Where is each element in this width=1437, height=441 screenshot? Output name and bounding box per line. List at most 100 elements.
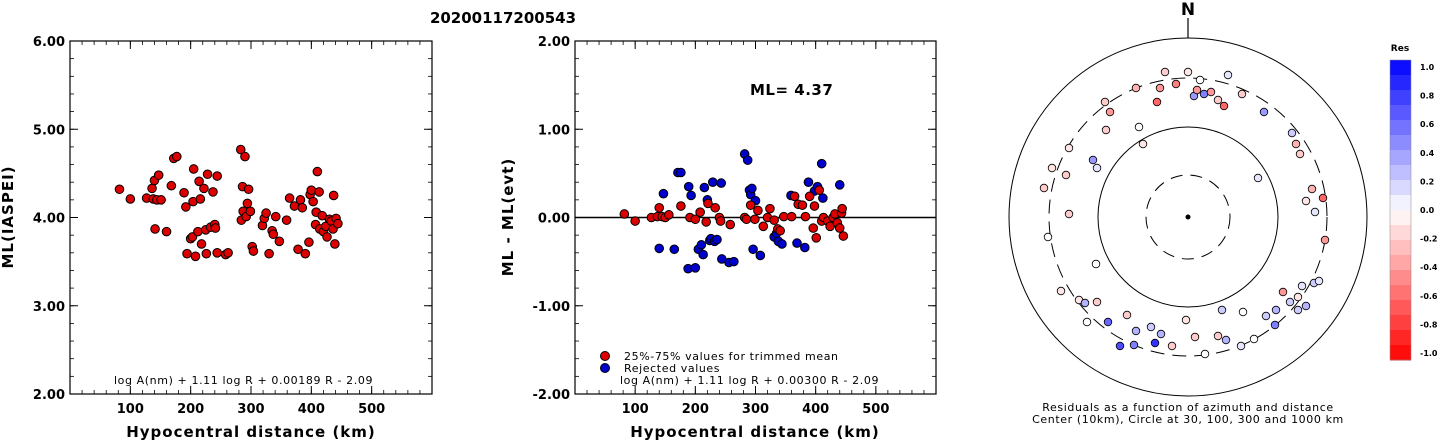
colorbar-swatch [1390, 255, 1411, 271]
station-marker [1219, 101, 1229, 111]
station-marker [1199, 89, 1209, 99]
colorbar-label: -0.6 [1420, 292, 1437, 301]
x-tick-label: 100 [622, 402, 649, 417]
station-marker [1310, 207, 1320, 217]
station-marker [1253, 173, 1263, 183]
colorbar-swatch [1390, 330, 1411, 346]
station-marker [1155, 83, 1165, 93]
station-marker [1192, 85, 1202, 95]
data-point [201, 248, 212, 259]
station-marker [1156, 329, 1166, 339]
data-point [297, 202, 308, 213]
station-marker [1223, 70, 1233, 80]
colorbar-swatch [1390, 210, 1411, 226]
legend-label-rejected: Rejected values [624, 362, 720, 375]
colorbar-swatch [1390, 60, 1411, 76]
data-point [300, 248, 311, 259]
colorbar-swatch [1390, 300, 1411, 316]
station-marker [1131, 326, 1141, 336]
station-marker [1183, 67, 1193, 77]
station-marker [1152, 97, 1162, 107]
legend-marker-trimmed [600, 351, 610, 361]
trimmed-point [619, 209, 630, 219]
data-point [210, 223, 221, 233]
trimmed-point [804, 191, 815, 202]
data-point [181, 202, 191, 212]
data-point [295, 195, 306, 205]
station-marker [1195, 75, 1205, 85]
rejected-point [834, 180, 845, 190]
rejected-point [712, 234, 722, 245]
data-point [242, 198, 253, 209]
data-point [179, 187, 189, 198]
trimmed-point [741, 214, 752, 225]
rejected-point [816, 158, 827, 169]
y-tick-label: 2.00 [538, 35, 570, 50]
middle-x-axis-label: Hypocentral distance (km) [630, 423, 880, 441]
station-markers [1039, 67, 1330, 359]
station-marker [1301, 301, 1311, 311]
station-marker [1091, 259, 1101, 269]
trimmed-point [703, 198, 713, 209]
rejected-point [654, 243, 665, 254]
left-panel: 100 200 300 400 500 2.00 3.00 4.00 5.00 6.00 Hypo… [0, 35, 433, 441]
station-marker [1295, 149, 1305, 159]
colorbar-swatch [1390, 345, 1411, 361]
colorbar-swatch [1390, 120, 1411, 136]
station-marker [1221, 335, 1231, 345]
rejected-point [699, 182, 710, 193]
station-marker [1237, 89, 1247, 99]
data-point [235, 144, 246, 155]
station-marker [1138, 139, 1148, 149]
rejected-point [690, 263, 701, 273]
left-x-axis-label: Hypocentral distance (km) [126, 423, 376, 441]
figure-title: 20200117200543 [430, 9, 576, 27]
rejected-point [676, 167, 686, 178]
trimmed-point [838, 231, 849, 241]
trimmed-point [811, 232, 822, 243]
left-plot-frame [69, 40, 433, 395]
station-marker [1150, 338, 1160, 348]
station-marker [1291, 139, 1301, 149]
data-point [240, 151, 250, 162]
trimmed-point [676, 201, 686, 211]
rejected-point [742, 155, 753, 165]
colorbar-label: 0.6 [1420, 120, 1435, 129]
station-marker [1261, 311, 1271, 321]
rejected-point [716, 178, 727, 188]
data-point [261, 208, 271, 218]
colorbar-swatch [1390, 195, 1411, 211]
station-marker [1238, 307, 1248, 317]
data-point [264, 248, 274, 259]
station-marker [1061, 170, 1071, 180]
trimmed-point [837, 203, 847, 214]
colorbar-swatch [1390, 135, 1411, 151]
colorbar-label: -0.4 [1420, 263, 1437, 272]
colorbar-swatch [1390, 180, 1411, 196]
station-marker [1092, 163, 1102, 173]
trimmed-point [778, 211, 789, 222]
middle-axis-ticks: 100 200 300 400 500 -2.00 -1.00 0.00 1.00 2.00 [533, 35, 937, 417]
colorbar-title: Res [1391, 44, 1409, 54]
x-tick-label: 500 [862, 402, 889, 417]
data-point [248, 246, 259, 256]
trimmed-point [701, 217, 711, 227]
data-point [284, 193, 295, 203]
rejected-point [747, 183, 757, 194]
data-point [196, 239, 207, 249]
data-point [156, 195, 166, 205]
middle-y-axis-label: ML - ML(evt) [499, 158, 517, 276]
station-marker [1314, 276, 1324, 286]
rejected-point [707, 177, 718, 187]
rejected-point [803, 177, 814, 187]
y-tick-label: 3.00 [33, 300, 65, 315]
legend-marker-rejected [600, 363, 610, 373]
x-tick-label: 100 [117, 402, 144, 417]
station-marker [1249, 334, 1259, 344]
trimmed-point [630, 216, 640, 226]
colorbar-label: 1.0 [1420, 63, 1435, 72]
x-tick-label: 300 [237, 402, 264, 417]
station-marker [1213, 331, 1223, 341]
data-point [243, 184, 254, 195]
station-marker [1190, 332, 1200, 342]
